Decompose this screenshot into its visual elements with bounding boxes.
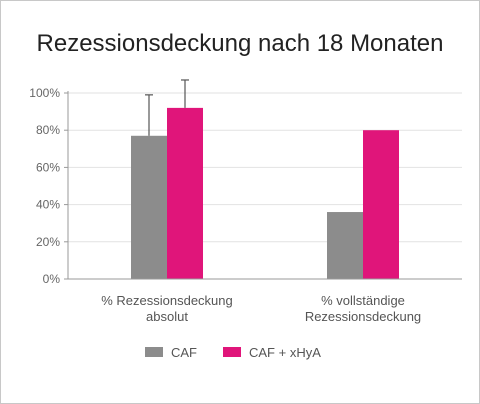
y-axis: 0% 20% 40% 60% 80% 100% [29, 86, 69, 286]
gridlines [68, 92, 462, 280]
x-category-label: absolut [146, 309, 188, 324]
y-tick-label: 0% [43, 272, 61, 286]
y-tick-label: 80% [36, 123, 60, 137]
x-category-label: % vollständige [321, 293, 405, 308]
legend-swatch [223, 347, 241, 357]
legend-label: CAF [171, 345, 197, 360]
y-tick-label: 60% [36, 160, 60, 174]
bars: CAF: 77% CAF: 36% CAF + xHyA: 92% CAF + xHy… [131, 107, 399, 279]
y-tick-label: 100% [29, 86, 60, 100]
legend: CAF CAF + xHyA [145, 345, 321, 360]
error-bars [145, 79, 189, 136]
bar: CAF + xHyA: 80% [363, 130, 399, 279]
bar: CAF + xHyA: 92% [167, 107, 203, 279]
chart-title: Rezessionsdeckung nach 18 Monaten [36, 30, 444, 57]
y-tick-label: 40% [36, 198, 60, 212]
y-tick-label: 20% [36, 235, 60, 249]
legend-label: CAF + xHyA [249, 345, 321, 360]
x-category-label: % Rezessionsdeckung [101, 293, 233, 308]
legend-swatch [145, 347, 163, 357]
bar: CAF: 36% [327, 212, 363, 279]
x-category-label: Rezessionsdeckung [305, 309, 421, 324]
bar: CAF: 77% [131, 135, 167, 279]
